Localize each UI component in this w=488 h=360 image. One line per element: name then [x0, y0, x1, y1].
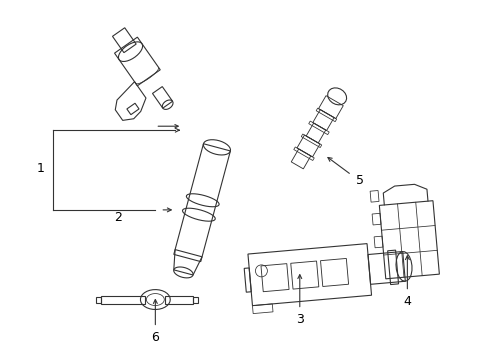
Text: 6: 6 [151, 331, 159, 344]
Text: 1: 1 [37, 162, 44, 175]
Text: 5: 5 [355, 174, 363, 186]
Text: 3: 3 [295, 313, 303, 326]
Text: 2: 2 [114, 211, 122, 224]
Text: 4: 4 [403, 295, 410, 308]
